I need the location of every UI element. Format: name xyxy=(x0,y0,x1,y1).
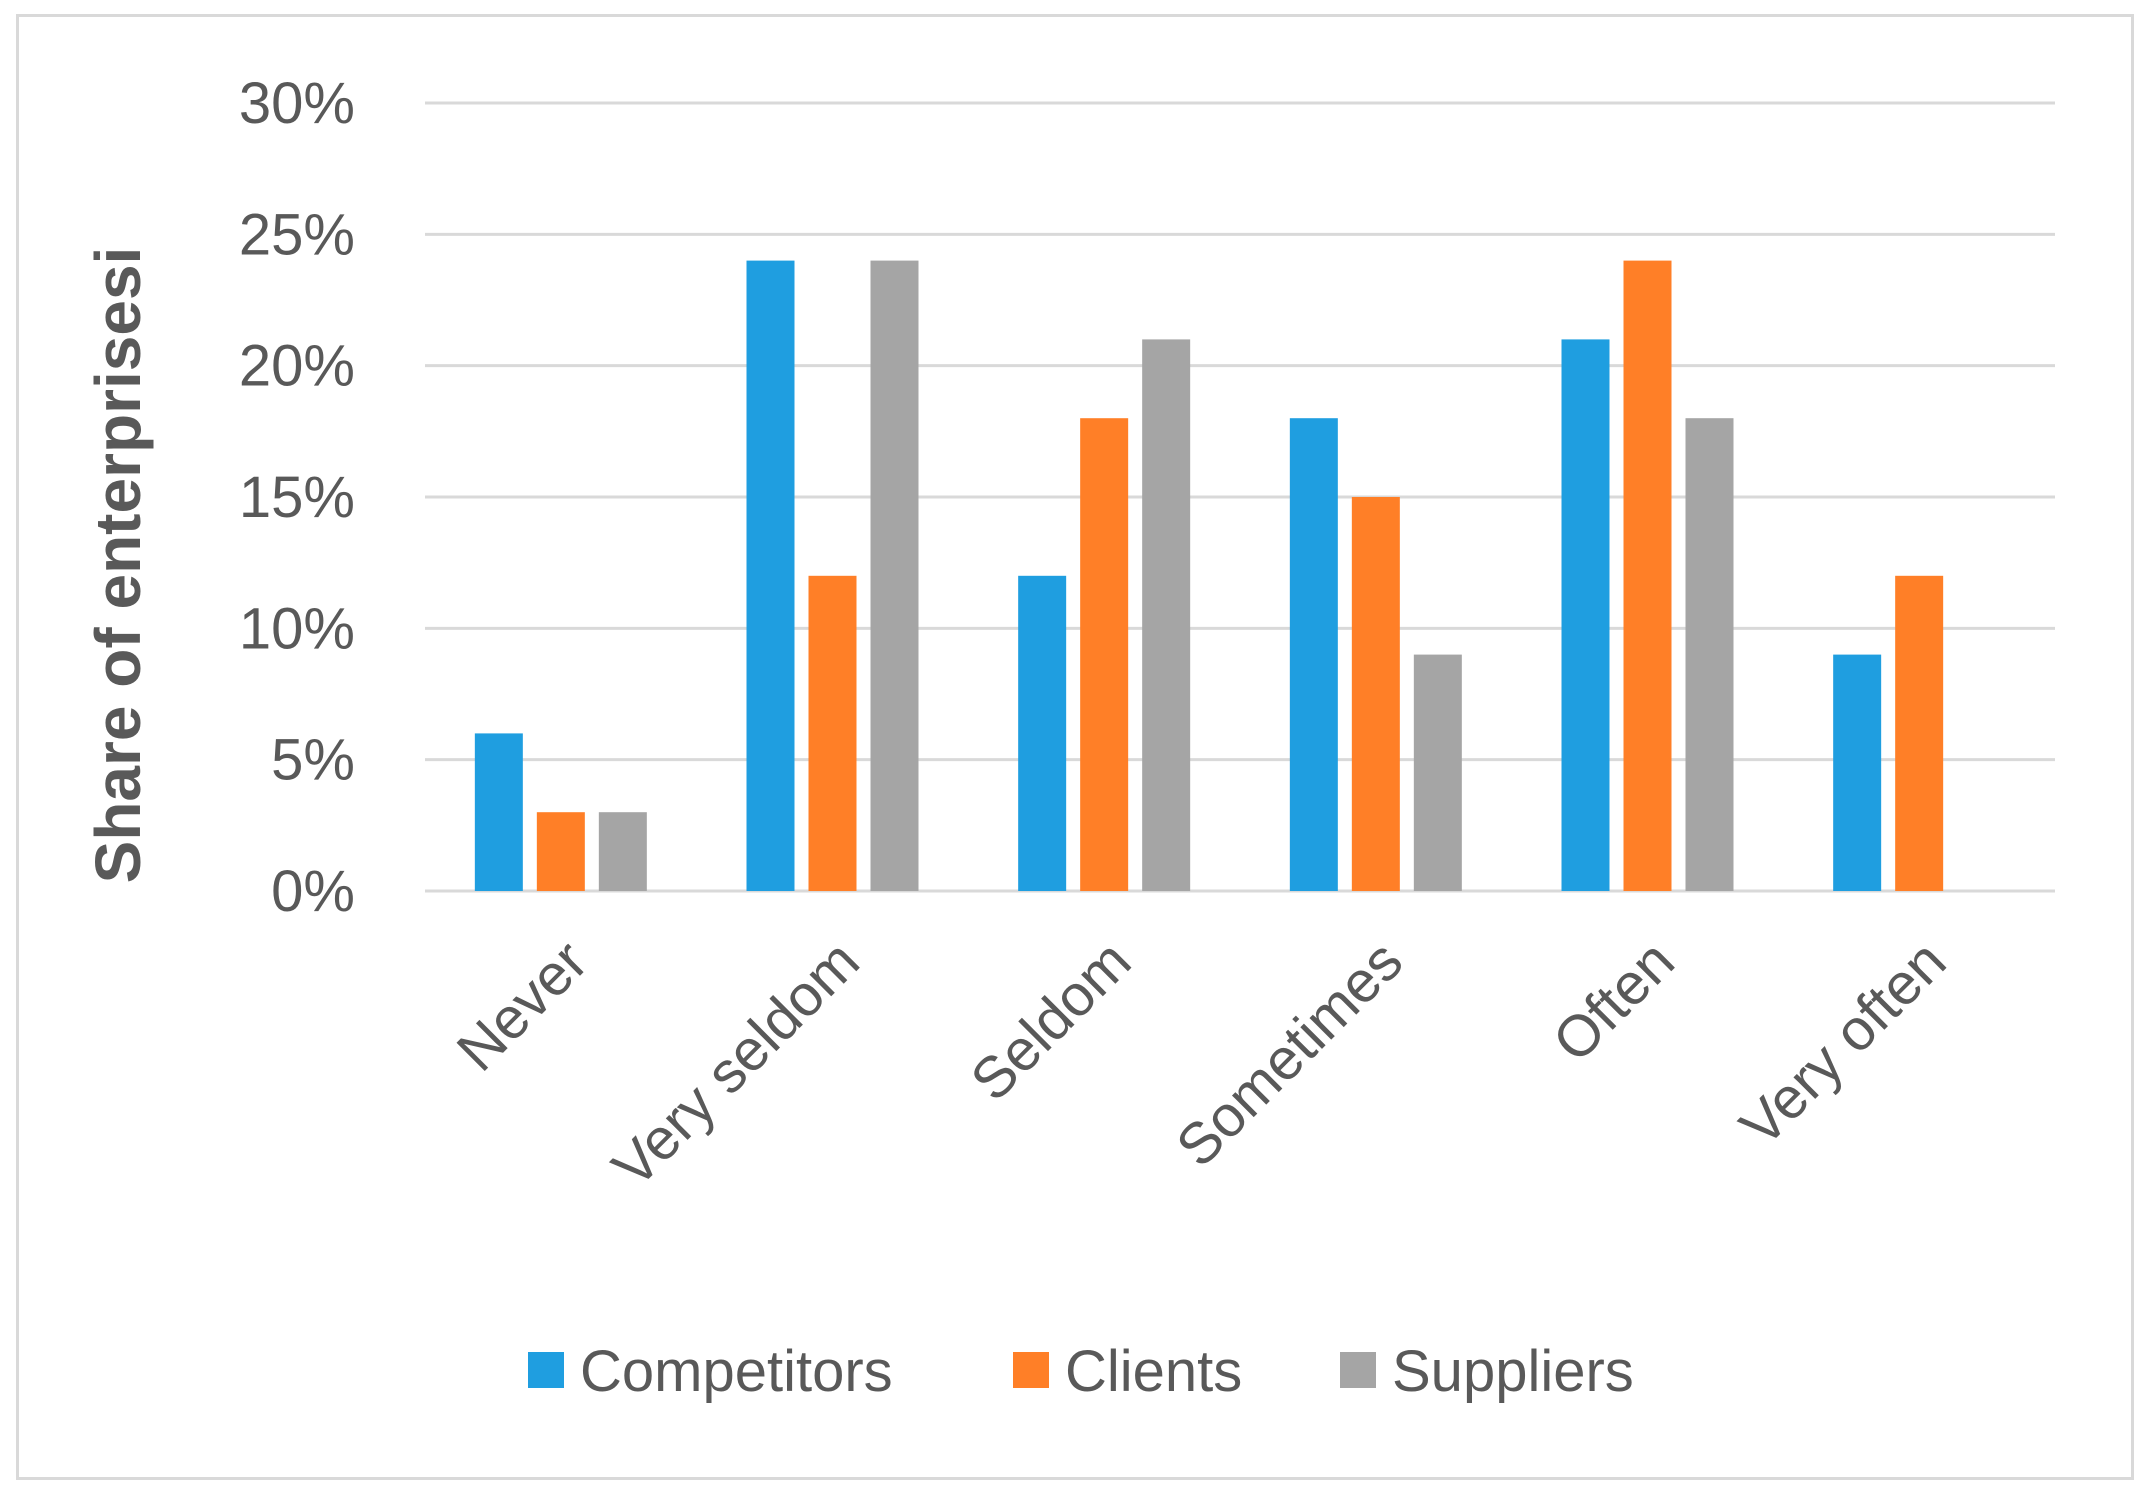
bar-suppliers-sometimes xyxy=(1413,654,1462,891)
y-tick-label: 25% xyxy=(239,202,355,267)
bar-clients-never xyxy=(536,812,585,891)
bar-competitors-seldom xyxy=(1018,575,1067,891)
gridlines xyxy=(425,101,2055,893)
x-category-label: Very often xyxy=(1728,928,1959,1159)
legend-label: Clients xyxy=(1065,1339,1242,1404)
y-tick-label: 5% xyxy=(271,728,355,793)
legend: Competitors Clients Suppliers xyxy=(528,1339,1634,1404)
bars xyxy=(474,260,1944,892)
bar-clients-sometimes xyxy=(1351,497,1400,891)
bar-suppliers-very-seldom xyxy=(870,260,919,892)
bar-suppliers-often xyxy=(1685,418,1734,891)
legend-swatch xyxy=(1340,1352,1376,1388)
y-tick-label: 15% xyxy=(239,465,355,530)
bar-competitors-sometimes xyxy=(1289,418,1338,891)
bar-suppliers-seldom xyxy=(1142,339,1191,891)
bar-clients-seldom xyxy=(1080,418,1129,891)
y-tick-label: 10% xyxy=(239,596,355,661)
x-category-label: Sometimes xyxy=(1164,928,1415,1179)
bar-competitors-very-often xyxy=(1833,654,1882,891)
x-category-label: Seldom xyxy=(958,928,1143,1113)
y-axis-ticks: 0% 5% 10% 15% 20% 25% 30% xyxy=(239,71,355,924)
bar-clients-very-seldom xyxy=(808,575,857,891)
y-axis-title: Share of enterprisesi xyxy=(82,247,154,884)
bar-competitors-very-seldom xyxy=(746,260,795,892)
y-tick-label: 30% xyxy=(239,71,355,136)
x-category-label: Very seldom xyxy=(600,928,872,1200)
x-axis-categories: Never Very seldom Seldom Sometimes Often Very… xyxy=(445,928,1959,1200)
legend-label: Suppliers xyxy=(1392,1339,1634,1404)
bar-clients-often xyxy=(1623,260,1672,892)
legend-item-clients: Clients xyxy=(1013,1339,1242,1404)
bar-suppliers-never xyxy=(598,812,647,891)
x-category-label: Often xyxy=(1540,928,1686,1074)
legend-swatch xyxy=(528,1352,564,1388)
bar-competitors-often xyxy=(1561,339,1610,891)
legend-label: Competitors xyxy=(580,1339,893,1404)
legend-item-competitors: Competitors xyxy=(528,1339,893,1404)
y-tick-label: 20% xyxy=(239,334,355,399)
bar-competitors-never xyxy=(474,733,523,891)
y-tick-label: 0% xyxy=(271,859,355,924)
chart-frame xyxy=(16,14,2134,1480)
legend-item-suppliers: Suppliers xyxy=(1340,1339,1634,1404)
x-category-label: Never xyxy=(445,928,600,1083)
legend-swatch xyxy=(1013,1352,1049,1388)
bar-clients-very-often xyxy=(1895,575,1944,891)
